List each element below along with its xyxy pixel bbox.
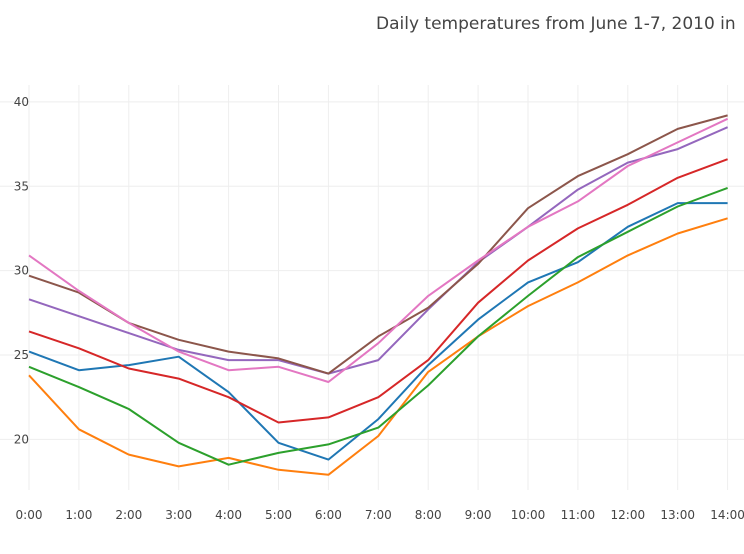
series-line-5: [28, 126, 729, 375]
y-tick-label: 20: [14, 432, 29, 446]
series-lines: [28, 114, 729, 476]
x-tick-label: 0:00: [16, 508, 43, 522]
x-tick-label: 13:00: [660, 508, 695, 522]
x-tick-label: 1:00: [65, 508, 92, 522]
y-tick-label: 25: [14, 348, 29, 362]
x-tick-label: 4:00: [215, 508, 242, 522]
x-tick-label: 2:00: [115, 508, 142, 522]
x-tick-label: 7:00: [365, 508, 392, 522]
y-tick-label: 35: [14, 179, 29, 193]
y-tick-label: 40: [14, 95, 29, 109]
series-line-2: [28, 217, 728, 476]
chart-title: Daily temperatures from June 1-7, 2010 i…: [376, 14, 736, 34]
series-line-1: [28, 202, 728, 461]
y-tick-label: 30: [14, 264, 29, 278]
x-tick-label: 11:00: [561, 508, 596, 522]
gridlines: [0, 85, 744, 490]
x-tick-label: 8:00: [415, 508, 442, 522]
series-line-4: [28, 158, 728, 424]
x-tick-label: 5:00: [265, 508, 292, 522]
x-tick-label: 6:00: [315, 508, 342, 522]
series-line-6: [28, 114, 728, 375]
x-tick-label: 9:00: [465, 508, 492, 522]
x-tick-label: 10:00: [511, 508, 546, 522]
x-tick-label: 3:00: [165, 508, 192, 522]
x-axis-ticks: 0:00 1:00 2:00 3:00 4:00 5:00 6:00 7:00 8:00 9:00…: [16, 508, 744, 522]
x-tick-label: 12:00: [611, 508, 646, 522]
y-axis-ticks: 20 25 30 35 40: [14, 95, 29, 447]
series-line-3: [28, 186, 728, 466]
x-tick-label: 14:00: [710, 508, 744, 522]
series-line-7: [28, 117, 729, 383]
